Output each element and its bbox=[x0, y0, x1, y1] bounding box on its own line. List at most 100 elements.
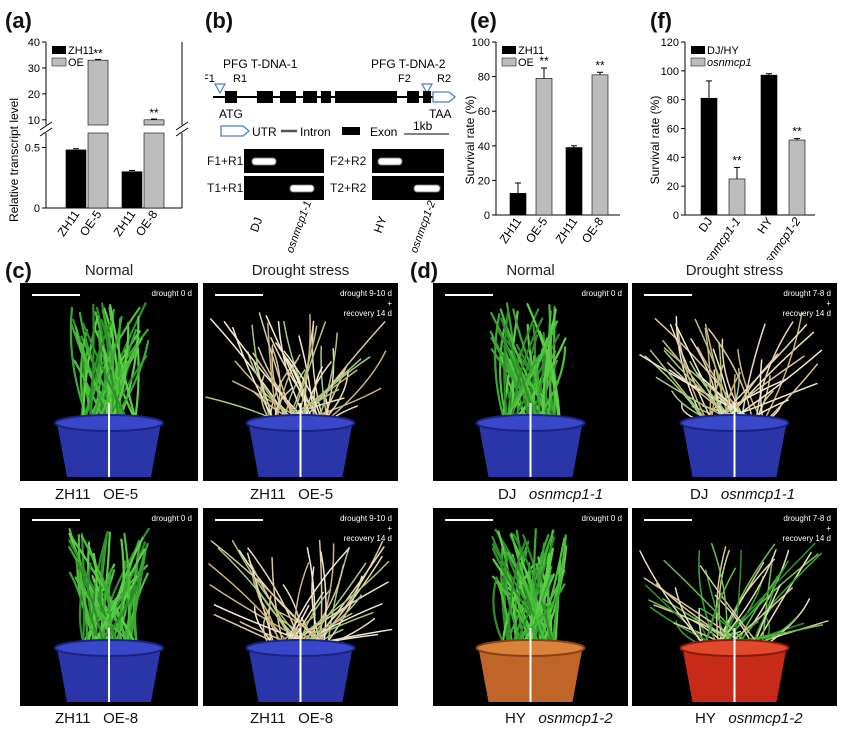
photo-tag: drought 7-8 d + recovery 14 d bbox=[782, 289, 831, 318]
exon bbox=[423, 91, 431, 103]
photo-tag: drought 0 d bbox=[581, 514, 622, 523]
leaf bbox=[500, 320, 559, 425]
exon bbox=[321, 91, 331, 103]
leaf bbox=[541, 308, 557, 425]
exon bbox=[225, 91, 237, 103]
leaf bbox=[326, 546, 350, 649]
bar bbox=[728, 178, 746, 216]
utr-legend-icon bbox=[220, 125, 251, 137]
gel-lane-labels: DJ osnmcp1-1 HY osnmcp1-2 bbox=[247, 200, 438, 255]
y-tick-label: 20 bbox=[478, 175, 490, 187]
exon bbox=[303, 91, 317, 103]
leaf bbox=[258, 312, 296, 424]
photo-d-normal-2: drought 0 d bbox=[433, 508, 628, 706]
y-tick-label: 60 bbox=[667, 124, 679, 136]
leaf bbox=[271, 556, 285, 649]
gel-t2r2 bbox=[372, 176, 444, 200]
leaf bbox=[246, 552, 276, 649]
panel-letter-b: (b) bbox=[205, 8, 234, 33]
gel-row-label: F2+R2 bbox=[330, 154, 367, 168]
leaf bbox=[508, 540, 527, 650]
gel-f1r1 bbox=[244, 149, 324, 173]
leaf bbox=[69, 306, 91, 425]
significance-mark: ** bbox=[149, 106, 159, 120]
leaf bbox=[208, 563, 293, 649]
plant-photo-drawing bbox=[639, 519, 829, 702]
y-tick-label: 40 bbox=[28, 37, 40, 49]
significance-mark: ** bbox=[539, 54, 549, 68]
leaf bbox=[301, 321, 386, 424]
y-tick-label: 20 bbox=[667, 181, 679, 193]
x-tick-label: ZH11 bbox=[111, 207, 139, 239]
leaf bbox=[510, 532, 549, 650]
significance-mark: ** bbox=[732, 153, 742, 167]
bar bbox=[760, 74, 778, 216]
photo-tag: drought 7-8 d + recovery 14 d bbox=[782, 514, 831, 543]
bar bbox=[143, 119, 165, 126]
chart-a-legend-swatch-oe bbox=[51, 57, 67, 67]
leaf bbox=[210, 540, 323, 649]
caption-d2: DJ osnmcp1-1 bbox=[690, 486, 796, 503]
caption-d4: HY osnmcp1-2 bbox=[695, 710, 803, 727]
leaf bbox=[663, 559, 751, 649]
gel-row-label: T1+R1 bbox=[207, 181, 244, 195]
leaf bbox=[251, 324, 273, 424]
gel-t1r1 bbox=[244, 176, 324, 200]
chart-a-ylabel: Relative transcript level bbox=[7, 98, 21, 222]
gel-band bbox=[290, 185, 314, 192]
insertion-site-1-icon bbox=[213, 83, 227, 95]
leaf bbox=[320, 551, 327, 649]
leaf bbox=[675, 323, 726, 424]
x-tick-label: ZH11 bbox=[55, 207, 83, 239]
plant-photo-drawing bbox=[445, 294, 586, 477]
y-tick-label: 30 bbox=[28, 63, 40, 75]
leaf bbox=[676, 327, 709, 424]
plant-photo-drawing bbox=[208, 519, 393, 702]
y-tick-label: 0 bbox=[484, 210, 490, 222]
exon bbox=[407, 91, 419, 103]
y-tick-label: 60 bbox=[478, 106, 490, 118]
y-tick-label: 40 bbox=[478, 141, 490, 153]
leaf bbox=[82, 322, 130, 425]
y-tick-label: 0 bbox=[673, 210, 679, 222]
chart-a-break-mark bbox=[39, 121, 53, 131]
bar bbox=[65, 149, 87, 209]
chart-f-legend-swatch-djhy bbox=[691, 46, 705, 54]
caption-d3: HY osnmcp1-2 bbox=[505, 710, 613, 727]
lane-label-osnmcp1-2: osnmcp1-2 bbox=[408, 200, 438, 255]
panel-letter-c: (c) bbox=[5, 258, 32, 283]
x-tick-label: HY bbox=[754, 215, 775, 237]
leaf bbox=[284, 547, 350, 649]
tdna1-label: PFG T-DNA-1 bbox=[223, 57, 298, 71]
panel-letter-a: (a) bbox=[5, 8, 32, 33]
c-drought-title: Drought stress bbox=[251, 262, 350, 279]
gel-band bbox=[378, 158, 402, 165]
leaf bbox=[698, 550, 720, 649]
photo-c-normal-1: drought 0 d bbox=[20, 283, 198, 481]
gel-f2r2 bbox=[372, 149, 444, 173]
caption-c1: ZH11 OE-5 bbox=[55, 486, 139, 503]
caption-c3: ZH11 OE-8 bbox=[55, 710, 139, 727]
primer-f2: F2 bbox=[398, 73, 411, 85]
bar bbox=[509, 193, 527, 216]
leaf bbox=[134, 542, 149, 650]
utr-3prime bbox=[432, 91, 457, 103]
y-tick-label: 40 bbox=[667, 152, 679, 164]
chart-f: Survival rate (%) 0 20 40 60 80 100 120 DJ ** osn… bbox=[648, 37, 815, 260]
leaf bbox=[513, 536, 556, 650]
leaf bbox=[109, 304, 138, 425]
exon-legend-label: Exon bbox=[370, 125, 397, 139]
chart-e-legend-swatch-oe bbox=[501, 57, 517, 67]
y-tick-label: 0.5 bbox=[25, 143, 40, 155]
leaf bbox=[733, 552, 823, 649]
gel-row-label: T2+R2 bbox=[330, 181, 367, 195]
plant-photo-drawing bbox=[445, 519, 586, 702]
leaf bbox=[532, 528, 537, 650]
photo-tag: drought 9-10 d + recovery 14 d bbox=[339, 289, 392, 318]
leaf bbox=[501, 563, 535, 650]
photo-tag: drought 0 d bbox=[581, 289, 622, 298]
lane-label-osnmcp1-1: osnmcp1-1 bbox=[284, 200, 314, 255]
leaf bbox=[316, 332, 338, 424]
leaf bbox=[494, 312, 507, 425]
gel-row-label: F1+R1 bbox=[207, 154, 244, 168]
